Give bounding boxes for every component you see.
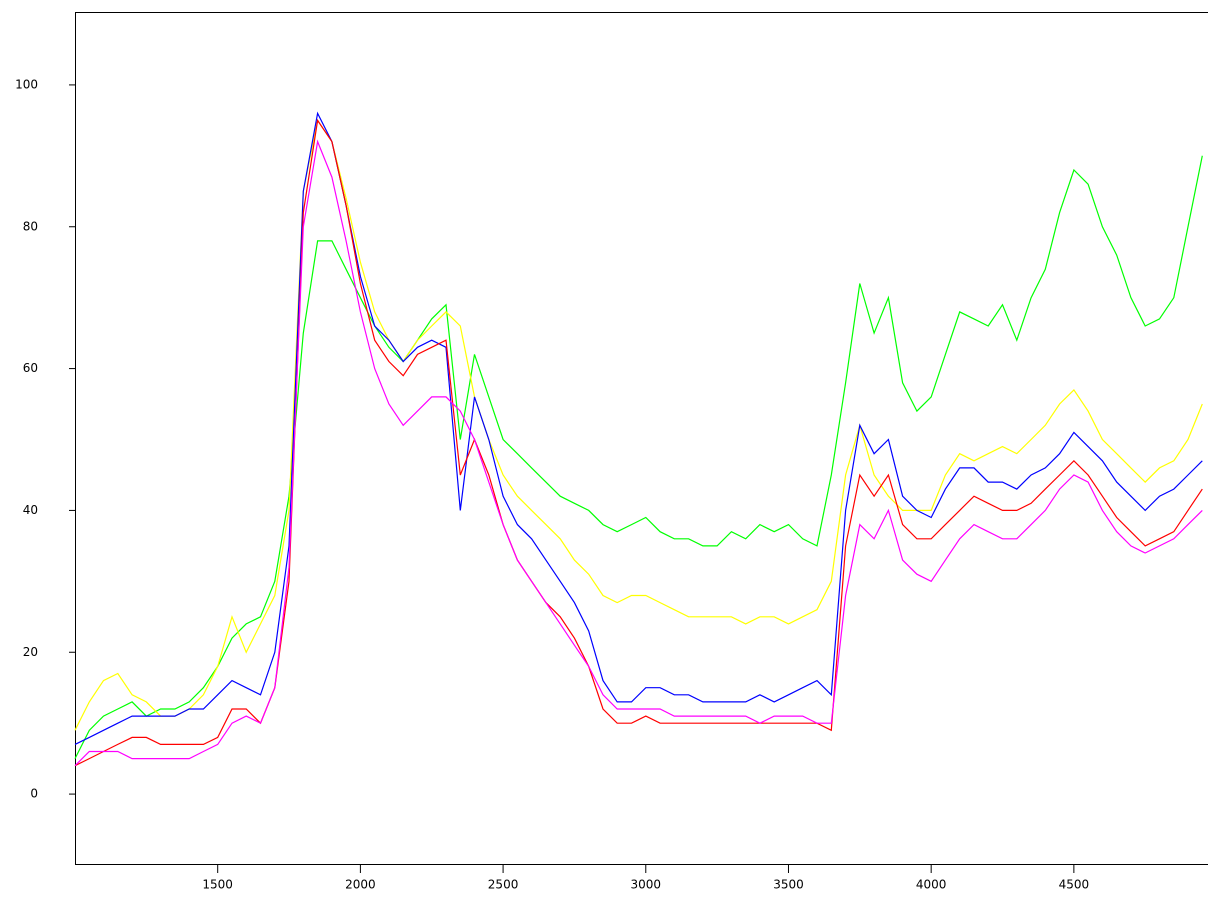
x-tick-label: 3500 (773, 878, 804, 892)
y-tick-label: 100 (15, 77, 38, 91)
x-tick-label: 1500 (202, 878, 233, 892)
x-tick-label: 2500 (488, 878, 519, 892)
x-tick-label: 3000 (631, 878, 662, 892)
y-tick-label: 80 (23, 219, 38, 233)
plot-frame (76, 13, 1208, 865)
y-tick-label: 20 (23, 645, 38, 659)
x-tick-label: 4500 (1059, 878, 1090, 892)
x-tick-label: 2000 (345, 878, 376, 892)
y-tick-label: 0 (30, 787, 38, 801)
y-tick-label: 60 (23, 361, 38, 375)
y-tick-label: 40 (23, 503, 38, 517)
x-tick-label: 4000 (916, 878, 947, 892)
